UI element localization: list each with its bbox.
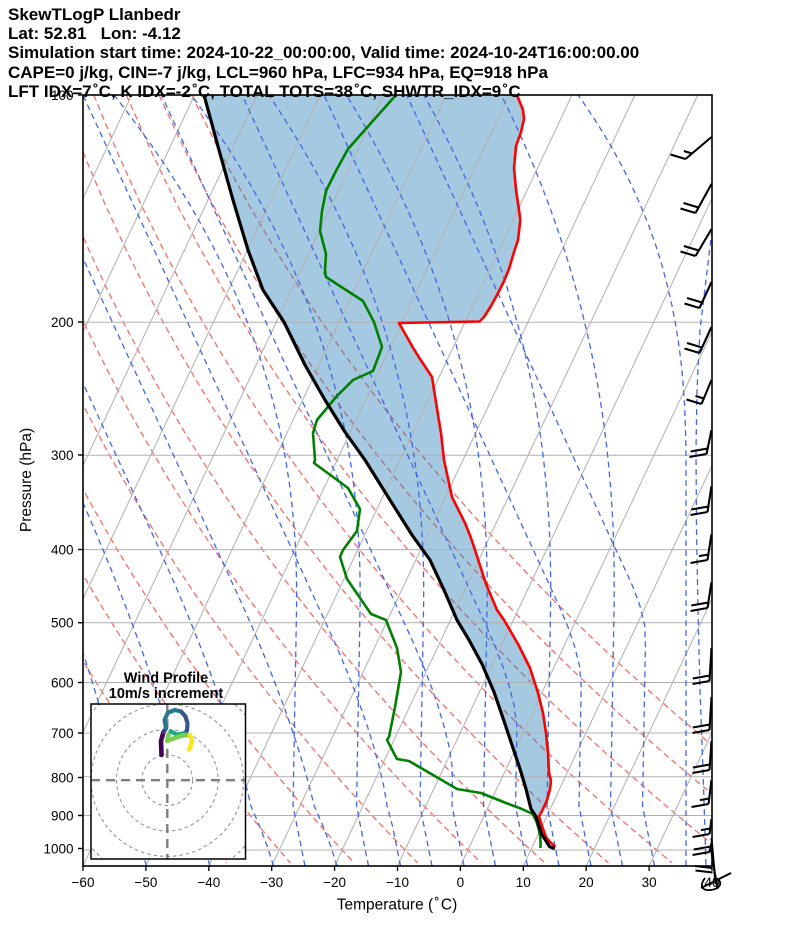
svg-text:−50: −50	[134, 875, 157, 890]
svg-text:600: 600	[51, 676, 74, 691]
svg-text:Temperature ( ˚ C): Temperature ( ˚ C)	[337, 897, 458, 914]
svg-text:−10: −10	[386, 875, 409, 890]
svg-text:1000: 1000	[43, 842, 73, 857]
svg-text:200: 200	[51, 315, 74, 330]
svg-text:700: 700	[51, 726, 74, 741]
svg-text:−40: −40	[197, 875, 220, 890]
svg-text:0: 0	[457, 875, 465, 890]
svg-text:−60: −60	[72, 875, 95, 890]
svg-text:900: 900	[51, 809, 74, 824]
svg-text:Wind Profile: Wind Profile	[124, 671, 208, 687]
svg-text:−20: −20	[323, 875, 346, 890]
svg-text:300: 300	[51, 448, 74, 463]
svg-text:100: 100	[51, 88, 74, 103]
svg-text:10m/s increment: 10m/s increment	[109, 686, 224, 702]
svg-text:−30: −30	[260, 875, 283, 890]
svg-text:500: 500	[51, 616, 74, 631]
svg-text:20: 20	[579, 875, 594, 890]
svg-text:800: 800	[51, 771, 74, 786]
svg-text:Pressure (hPa): Pressure (hPa)	[18, 428, 35, 532]
svg-text:30: 30	[642, 875, 657, 890]
svg-text:10: 10	[516, 875, 531, 890]
svg-text:400: 400	[51, 543, 74, 558]
